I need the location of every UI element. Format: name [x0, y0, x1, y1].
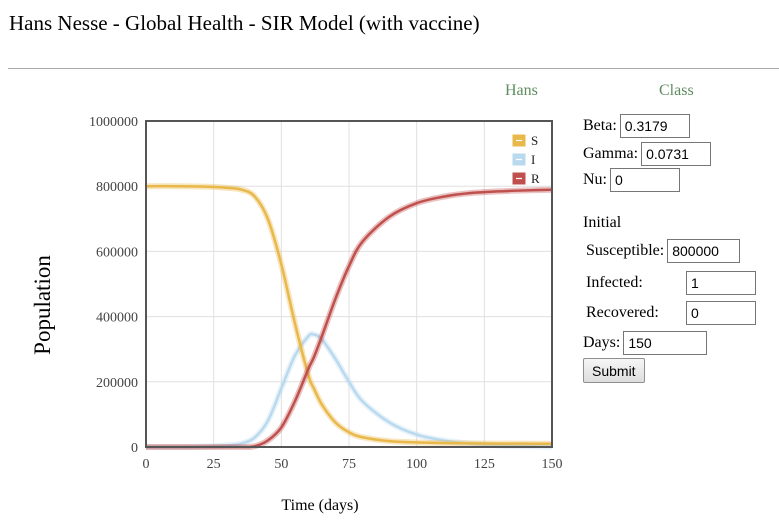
- series-S-line: [145, 184, 553, 445]
- header-divider: [8, 68, 779, 69]
- gamma-label: Gamma:: [583, 145, 639, 162]
- x-tick-label: 150: [542, 457, 563, 472]
- tick-labels: 0 25 50 75 100 125 150 0 200000 400000 600000 80000…: [89, 115, 563, 472]
- days-label: Days:: [583, 334, 621, 351]
- susceptible-input[interactable]: [667, 239, 741, 263]
- y-axis-label: Population: [30, 255, 55, 355]
- susceptible-label: Susceptible:: [586, 242, 665, 259]
- y-tick-label: 800000: [96, 180, 138, 195]
- sir-chart: 0 25 50 75 100 125 150 0 200000 400000 600000 80000…: [0, 100, 570, 524]
- infected-row: Infected:: [586, 271, 756, 295]
- days-row: Days:: [583, 331, 708, 355]
- recovered-input[interactable]: [686, 301, 756, 325]
- legend-label-I: I: [531, 152, 535, 167]
- beta-input[interactable]: [619, 114, 690, 138]
- chart-legend: SIR: [511, 133, 540, 186]
- sir-chart-svg: 0 25 50 75 100 125 150 0 200000 400000 600000 80000…: [30, 115, 563, 514]
- x-tick-label: 125: [474, 457, 495, 472]
- infected-input[interactable]: [686, 271, 756, 295]
- y-tick-label: 0: [131, 441, 138, 456]
- y-tick-label: 200000: [96, 376, 138, 391]
- gamma-row: Gamma:: [583, 142, 712, 166]
- nu-row: Nu:: [583, 168, 680, 192]
- x-axis-label: Time (days): [281, 497, 358, 514]
- susceptible-row: Susceptible:: [586, 239, 741, 263]
- legend-label-S: S: [531, 133, 538, 148]
- gamma-input[interactable]: [641, 142, 712, 166]
- recovered-label: Recovered:: [586, 304, 659, 321]
- initial-heading: Initial: [583, 214, 622, 231]
- submit-button[interactable]: Submit: [583, 358, 645, 383]
- plot-frame: [145, 120, 553, 448]
- nu-input[interactable]: [610, 168, 680, 192]
- tab-class[interactable]: Class: [659, 82, 694, 99]
- beta-label: Beta:: [583, 117, 617, 134]
- x-tick-label: 50: [274, 457, 288, 472]
- page-title: Hans Nesse - Global Health - SIR Model (…: [9, 11, 480, 35]
- y-tick-label: 600000: [96, 245, 138, 260]
- beta-row: Beta:: [583, 114, 690, 138]
- y-tick-label: 1000000: [89, 115, 138, 130]
- y-tick-label: 400000: [96, 311, 138, 326]
- x-tick-label: 25: [207, 457, 221, 472]
- grid-lines: [145, 120, 553, 448]
- x-tick-label: 100: [406, 457, 427, 472]
- days-input[interactable]: [623, 331, 708, 355]
- x-tick-label: 75: [342, 457, 356, 472]
- infected-label: Infected:: [586, 274, 643, 291]
- legend-label-R: R: [531, 171, 540, 186]
- recovered-row: Recovered:: [586, 301, 756, 325]
- x-tick-label: 0: [143, 457, 150, 472]
- tab-hans[interactable]: Hans: [505, 82, 538, 99]
- nu-label: Nu:: [583, 171, 607, 188]
